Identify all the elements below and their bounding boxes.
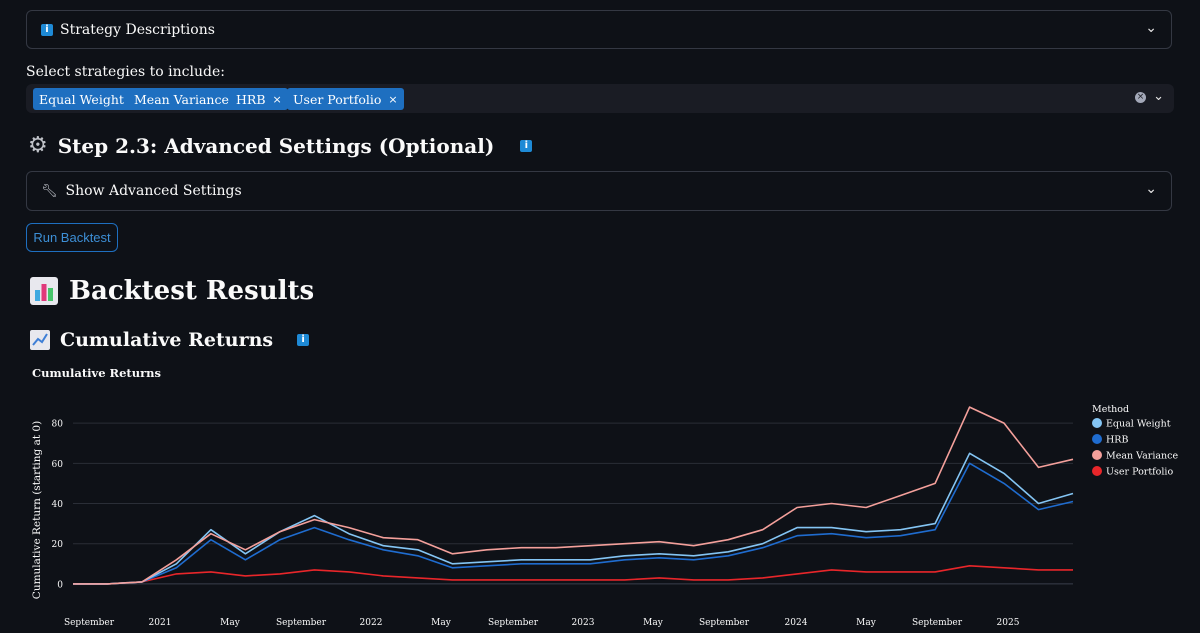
legend-item-label: Mean Variance: [1106, 451, 1178, 462]
y-tick-label: 0: [57, 580, 63, 590]
x-tick-label: September: [488, 618, 539, 628]
remove-icon[interactable]: ×: [388, 92, 398, 106]
x-tick-label: May: [220, 618, 241, 628]
strategy-descriptions-expander[interactable]: i Strategy Descriptions ⌄: [26, 10, 1172, 49]
advanced-settings-heading: ⚙ Step 2.3: Advanced Settings (Optional)…: [28, 133, 533, 158]
gear-icon: ⚙: [28, 133, 48, 158]
bar-chart-icon: [30, 277, 58, 305]
x-tick-label: May: [431, 618, 452, 628]
legend-item-label: Equal Weight: [1106, 419, 1171, 430]
x-tick-label: 2021: [149, 618, 172, 628]
legend-swatch: [1092, 466, 1102, 476]
x-tick-label: May: [856, 618, 877, 628]
y-tick-label: 60: [52, 460, 64, 470]
advanced-settings-label: Show Advanced Settings: [65, 183, 242, 199]
x-tick-label: September: [912, 618, 963, 628]
legend-title: Method: [1092, 404, 1129, 415]
x-tick-label: September: [276, 618, 327, 628]
tag-user-portfolio[interactable]: User Portfolio ×: [287, 88, 404, 110]
x-tick-label: 2024: [785, 618, 808, 628]
tag-mean-variance[interactable]: Mean Variance×: [128, 88, 252, 110]
trend-chart-icon: [30, 330, 50, 350]
chevron-down-icon: ⌄: [1145, 181, 1157, 197]
tag-equal-weight[interactable]: Equal Weight×: [33, 88, 147, 110]
remove-icon[interactable]: ×: [272, 92, 282, 106]
backtest-results-heading: Backtest Results: [30, 276, 314, 306]
info-icon[interactable]: i: [520, 139, 533, 152]
x-tick-label: 2022: [360, 618, 383, 628]
chevron-down-icon: ⌄: [1145, 20, 1157, 36]
series-line-user-portfolio: [73, 564, 1073, 585]
y-tick-label: 40: [52, 500, 64, 510]
y-tick-label: 80: [52, 420, 64, 430]
y-axis-label: Cumulative Return (starting at 0): [31, 421, 43, 599]
legend: Method Equal Weight HRB Mean Variance User P…: [1092, 404, 1178, 478]
legend-item-label: User Portfolio: [1106, 467, 1173, 478]
x-tick-label: September: [64, 618, 115, 628]
strategy-multiselect[interactable]: Equal Weight× Mean Variance× HRB× User P…: [26, 84, 1174, 113]
info-icon[interactable]: i: [297, 334, 310, 346]
select-strategies-label: Select strategies to include:: [26, 64, 225, 80]
info-icon: i: [41, 23, 53, 36]
x-tick-label: 2025: [997, 618, 1020, 628]
x-tick-label: May: [643, 618, 664, 628]
legend-swatch: [1092, 418, 1102, 428]
advanced-settings-expander[interactable]: 🔧︎ Show Advanced Settings ⌄: [26, 171, 1172, 211]
series-line-equal-weight: [73, 452, 1074, 585]
chart-title: Cumulative Returns: [32, 366, 161, 380]
series-line-mean-variance: [73, 406, 1074, 585]
clear-icon[interactable]: ×: [1135, 92, 1146, 103]
x-tick-label: 2023: [572, 618, 595, 628]
cumulative-returns-heading: Cumulative Returns i: [30, 329, 310, 351]
strategy-descriptions-label: Strategy Descriptions: [60, 21, 215, 38]
tag-hrb[interactable]: HRB ×: [230, 88, 288, 110]
series-line-hrb: [73, 462, 1074, 585]
legend-swatch: [1092, 450, 1102, 460]
run-backtest-button[interactable]: Run Backtest: [26, 223, 118, 252]
y-tick-label: 20: [52, 540, 64, 550]
chevron-down-icon[interactable]: ⌄: [1153, 89, 1164, 104]
x-tick-label: September: [699, 618, 750, 628]
wrench-icon: 🔧︎: [41, 183, 58, 199]
legend-item-label: HRB: [1106, 435, 1128, 446]
legend-swatch: [1092, 434, 1102, 444]
